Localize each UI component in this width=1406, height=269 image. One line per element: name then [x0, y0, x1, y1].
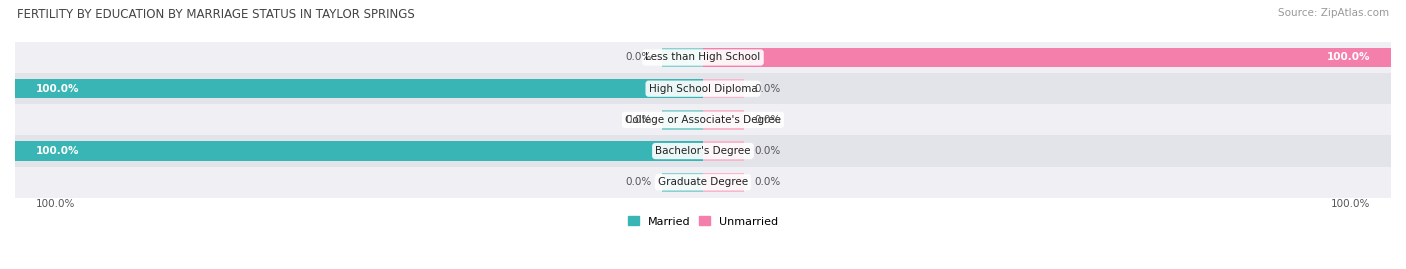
Text: Less than High School: Less than High School: [645, 52, 761, 62]
Text: 100.0%: 100.0%: [35, 199, 75, 209]
Text: FERTILITY BY EDUCATION BY MARRIAGE STATUS IN TAYLOR SPRINGS: FERTILITY BY EDUCATION BY MARRIAGE STATU…: [17, 8, 415, 21]
Text: 100.0%: 100.0%: [1327, 52, 1371, 62]
Text: 100.0%: 100.0%: [1331, 199, 1371, 209]
Text: Bachelor's Degree: Bachelor's Degree: [655, 146, 751, 156]
Bar: [703, 48, 1391, 67]
Bar: [662, 48, 703, 67]
Bar: [15, 136, 1391, 167]
Text: Graduate Degree: Graduate Degree: [658, 177, 748, 187]
Text: 0.0%: 0.0%: [755, 146, 780, 156]
Text: 0.0%: 0.0%: [755, 84, 780, 94]
Text: High School Diploma: High School Diploma: [648, 84, 758, 94]
Bar: [15, 79, 703, 98]
Bar: [15, 104, 1391, 136]
Bar: [15, 141, 703, 161]
Text: 0.0%: 0.0%: [626, 52, 651, 62]
Text: 0.0%: 0.0%: [626, 115, 651, 125]
Bar: [703, 110, 744, 130]
Text: 0.0%: 0.0%: [755, 177, 780, 187]
Bar: [662, 110, 703, 130]
Bar: [703, 141, 744, 161]
Text: Source: ZipAtlas.com: Source: ZipAtlas.com: [1278, 8, 1389, 18]
Bar: [703, 173, 744, 192]
Bar: [15, 167, 1391, 198]
Text: 100.0%: 100.0%: [35, 84, 79, 94]
Bar: [703, 79, 744, 98]
Text: 0.0%: 0.0%: [626, 177, 651, 187]
Legend: Married, Unmarried: Married, Unmarried: [627, 216, 779, 226]
Text: 100.0%: 100.0%: [35, 146, 79, 156]
Bar: [15, 42, 1391, 73]
Text: 0.0%: 0.0%: [755, 115, 780, 125]
Bar: [662, 173, 703, 192]
Bar: [15, 73, 1391, 104]
Text: College or Associate's Degree: College or Associate's Degree: [626, 115, 780, 125]
